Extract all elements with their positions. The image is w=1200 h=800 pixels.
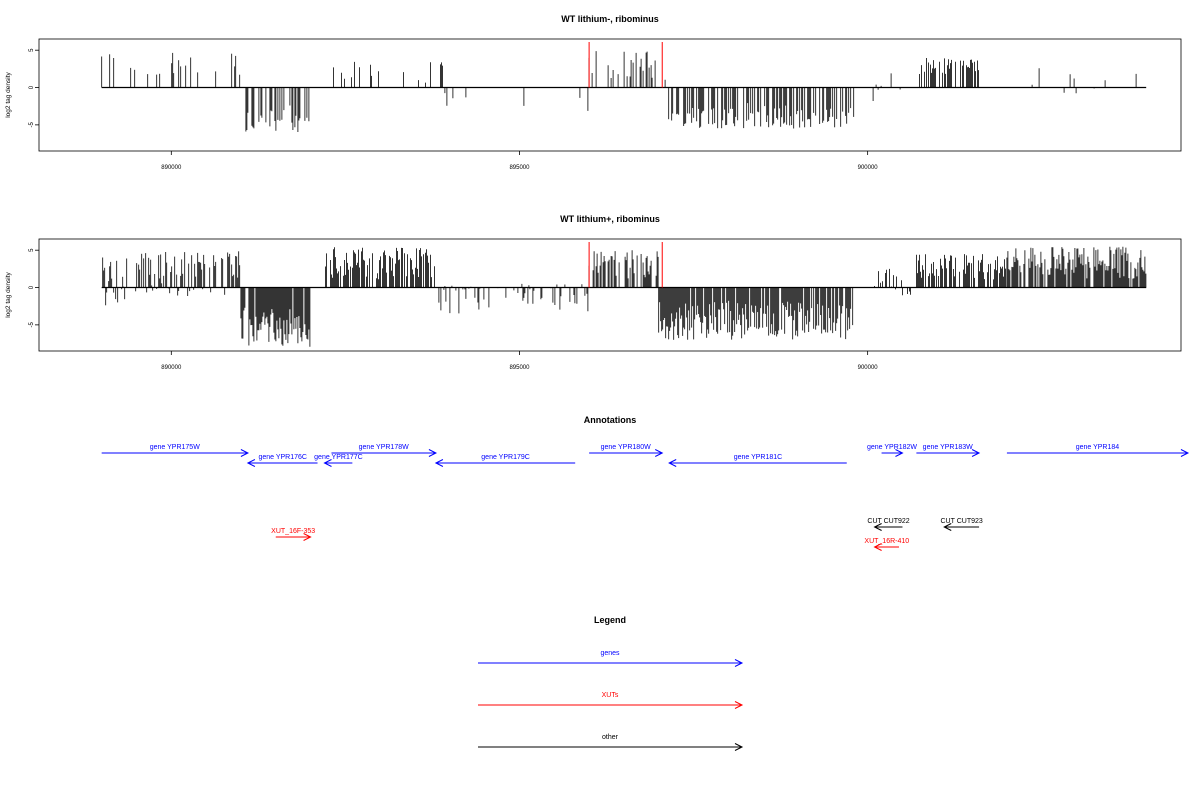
y-tick-label: -5: [29, 122, 35, 128]
axes: 5 0 -5 890000 895000 900000: [29, 48, 878, 171]
feature-label: gene YPR178W: [359, 444, 409, 451]
x-tick-label: 895000: [509, 365, 530, 371]
feature-label: gene YPR176C: [258, 454, 307, 461]
feature-label: CUT CUT922: [867, 518, 909, 525]
other-feature-arrow: CUT CUT923: [941, 518, 983, 531]
y-tick-label: 0: [29, 85, 35, 89]
xut-feature-arrow: XUT_16F-353: [271, 528, 315, 541]
y-tick-label: 5: [29, 48, 35, 52]
track-panel-lithium-minus: WT lithium-, ribominus log2 tag density …: [5, 14, 1182, 171]
feature-label: gene YPR180W: [601, 444, 651, 451]
gene-feature-arrow: gene YPR183W: [916, 444, 981, 457]
feature-label: gene YPR177C: [314, 454, 363, 461]
gene-feature-arrow: gene YPR176C: [246, 454, 318, 467]
feature-label: XUT_16F-353: [271, 528, 315, 535]
gene-feature-arrow: gene YPR181C: [668, 454, 847, 467]
gene-feature-arrow: gene YPR182W: [867, 444, 917, 457]
gene-feature-arrow: gene YPR179C: [434, 454, 576, 467]
legend-item-gene: genes: [478, 650, 744, 667]
legend-title: Legend: [594, 615, 626, 625]
plot-frame: [38, 38, 1182, 152]
legend-label: XUTs: [602, 692, 619, 699]
x-tick-label: 890000: [161, 165, 182, 171]
panel-title: WT lithium-, ribominus: [561, 14, 659, 24]
gene-feature-arrow: gene YPR184: [1006, 444, 1190, 457]
x-tick-label: 890000: [161, 365, 182, 371]
gene-feature-arrow: gene YPR177C: [314, 454, 363, 467]
y-tick-label: 5: [29, 248, 35, 252]
feature-label: gene YPR181C: [734, 454, 783, 461]
xut-feature-arrow: XUT_16R-410: [864, 538, 909, 551]
track-panel-lithium-plus: WT lithium+, ribominus log2 tag density …: [5, 214, 1182, 371]
feature-label: gene YPR175W: [150, 444, 200, 451]
axes: 5 0 -5 890000 895000 900000: [29, 248, 878, 371]
y-axis-label: log2 tag density: [5, 71, 12, 117]
plot-frame: [38, 238, 1182, 352]
y-axis-label: log2 tag density: [5, 271, 12, 317]
other-feature-arrow: CUT CUT922: [867, 518, 910, 531]
feature-label: gene YPR183W: [923, 444, 973, 451]
y-tick-label: -5: [29, 322, 35, 328]
legend-item-other: other: [478, 734, 744, 751]
panel-title: WT lithium+, ribominus: [560, 214, 660, 224]
x-tick-label: 900000: [858, 365, 879, 371]
legend-item-xut: XUTs: [478, 692, 744, 709]
gene-feature-arrow: gene YPR180W: [589, 444, 664, 457]
gene-feature-arrow: gene YPR175W: [101, 444, 250, 457]
annotations-title: Annotations: [584, 415, 637, 425]
signal-bars: [101, 42, 1147, 132]
x-tick-label: 895000: [509, 165, 530, 171]
feature-label: XUT_16R-410: [864, 538, 909, 545]
feature-label: gene YPR179C: [481, 454, 530, 461]
signal-bars: [101, 242, 1147, 347]
legend-items: genes XUTs other: [478, 650, 744, 751]
gene-feature-arrow: gene YPR178W: [331, 444, 438, 457]
y-tick-label: 0: [29, 285, 35, 289]
feature-label: gene YPR182W: [867, 444, 917, 451]
feature-label: gene YPR184: [1076, 444, 1120, 451]
feature-label: CUT CUT923: [941, 518, 983, 525]
legend-label: other: [602, 734, 619, 741]
feature-arrows: gene YPR175W gene YPR176C gene YPR177C gene…: [101, 444, 1190, 551]
legend: Legend genes XUTs other: [478, 615, 744, 751]
legend-label: genes: [600, 650, 620, 657]
x-tick-label: 900000: [858, 165, 879, 171]
